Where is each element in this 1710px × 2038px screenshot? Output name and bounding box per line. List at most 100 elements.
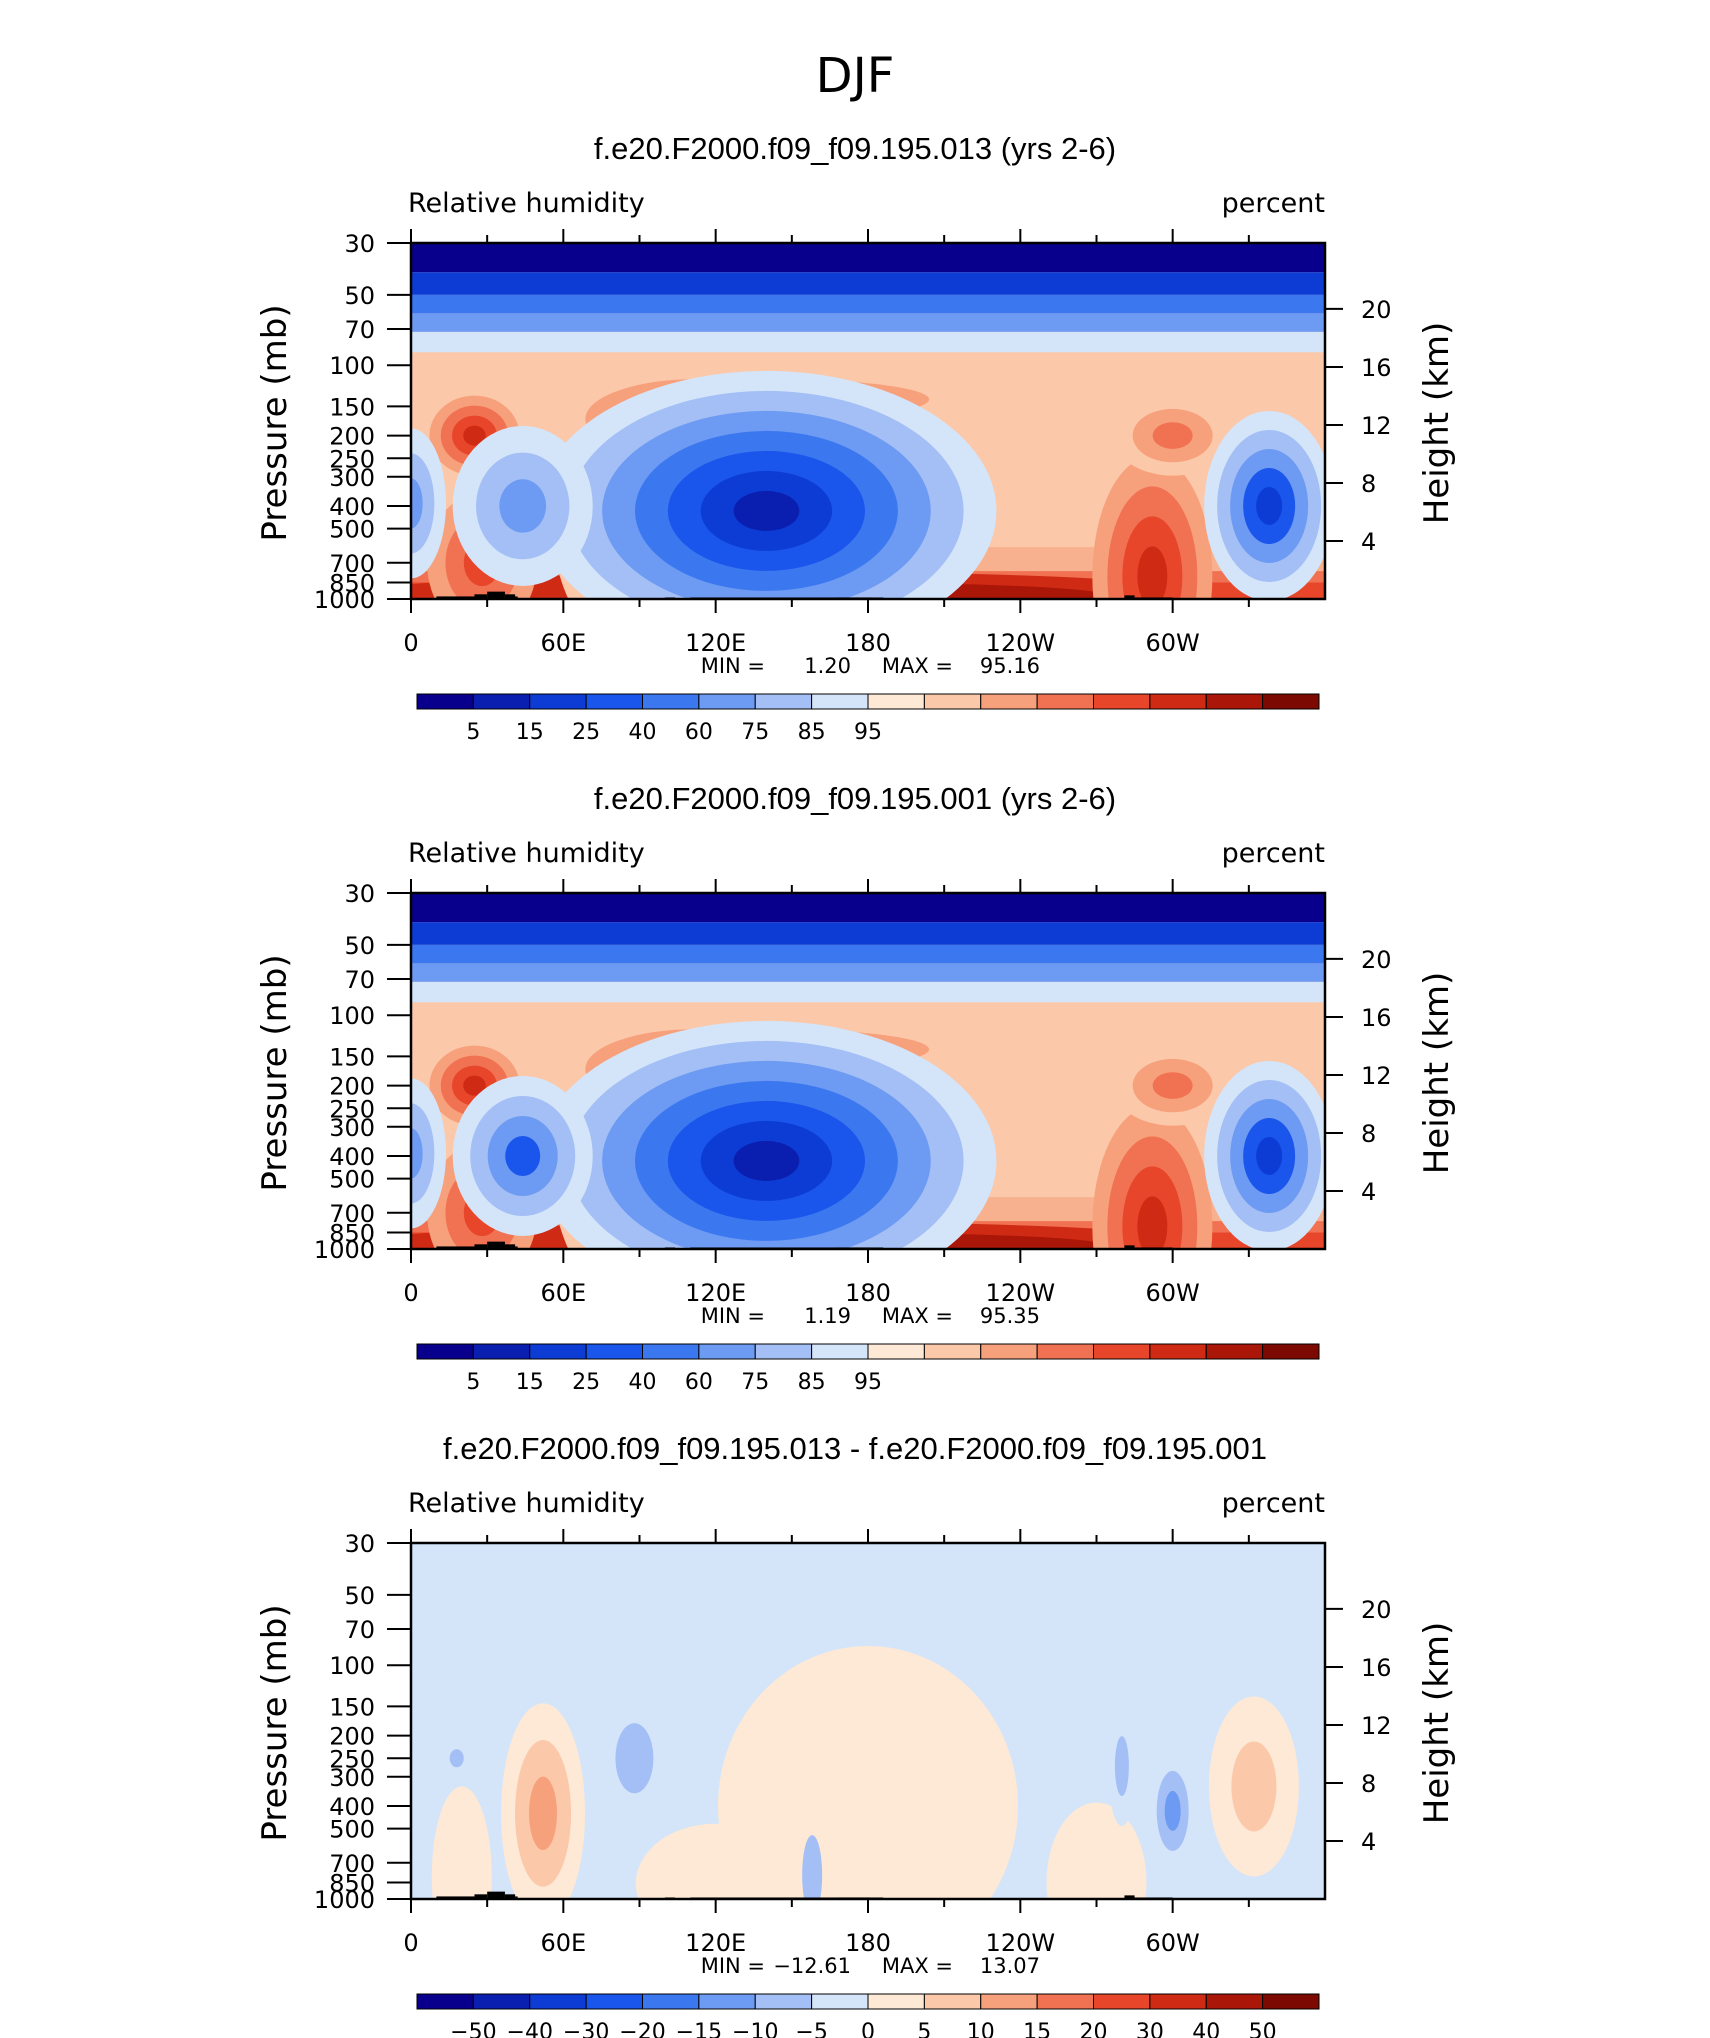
field-contour [431,1786,492,1899]
y2-axis-label: Height (km) [1417,322,1457,525]
field-contour [449,1749,464,1768]
units-label: percent [1222,1488,1325,1519]
y-tick-label: 70 [344,1616,375,1644]
colorbar-swatch [980,693,1038,710]
contour-field [411,893,1325,1249]
y-tick-label: 150 [329,1043,375,1071]
colorbar-swatch [416,693,474,710]
y-tick-label: 200 [329,1073,375,1101]
field-band [411,294,1325,314]
colorbar-label: 40 [1192,2020,1220,2038]
colorbar-label: −20 [619,2020,665,2038]
field-band [411,243,1325,273]
colorbar-swatch [472,1993,531,2010]
colorbar-label: 10 [967,2020,995,2038]
field-contour [1152,1072,1193,1099]
colorbar-swatch [1093,1993,1151,2010]
contour-field [411,1543,1325,1899]
field-contour [1256,1136,1283,1175]
stats-min-value: 1.20 [804,654,851,678]
y-tick-label: 30 [344,880,375,908]
field-band [411,963,1325,982]
variable-label: Relative humidity [408,838,645,869]
colorbar-label: 15 [516,720,544,745]
colorbar-label: 5 [917,2020,931,2038]
topography [487,591,505,599]
colorbar-label: 40 [629,720,657,745]
x-tick-label: 120E [685,1929,746,1957]
colorbar-swatch [529,693,587,710]
panel-2: 0 60E 120E 180 120W 60W3050701001502002503004… [255,781,1457,1395]
field-contour [733,1140,800,1181]
y2-tick-label: 16 [1361,1654,1392,1682]
x-tick-label: 60W [1146,1929,1200,1957]
y2-tick-label: 8 [1361,470,1376,498]
field-contour [1137,546,1168,599]
colorbar-swatch [980,1993,1038,2010]
topography [515,596,518,599]
colorbar-swatch [642,1343,700,1360]
y2-axis-label: Height (km) [1417,1622,1457,1825]
field-contour [718,1646,1018,1899]
stats-max-label: MAX = [882,654,953,678]
colorbar-swatch [698,1343,756,1360]
field-contour [411,478,423,529]
field-contour [1164,1790,1181,1831]
field-contour [411,1128,423,1179]
topography [504,594,516,599]
x-tick-label: 60W [1146,1279,1200,1307]
y-axis-label: Pressure (mb) [255,954,295,1191]
x-tick-label: 0 [403,1279,418,1307]
colorbar-swatch [472,693,531,710]
variable-label: Relative humidity [408,188,645,219]
field-band [411,893,1325,923]
x-tick-label: 120E [685,629,746,657]
colorbar-swatch [1262,693,1320,710]
colorbar-swatch [1262,1343,1320,1360]
stats-max-value: 95.16 [980,654,1040,678]
y2-tick-label: 4 [1361,528,1376,556]
y-tick-label: 50 [344,1582,375,1610]
topography [474,1894,488,1899]
y2-tick-label: 12 [1361,1062,1392,1090]
y-tick-label: 50 [344,282,375,310]
x-tick-label: 0 [403,629,418,657]
stats-min-value: −12.61 [773,1954,851,1978]
colorbar-label: 95 [854,1370,882,1395]
colorbar-label: 85 [798,1370,826,1395]
panel-1: 0 60E 120E 180 120W 60W3050701001502002503004… [255,131,1457,745]
field-contour [1114,1736,1129,1797]
y-tick-label: 250 [329,1745,375,1773]
field-contour [615,1723,654,1794]
x-tick-label: 60E [540,1929,586,1957]
colorbar-label: 75 [741,1370,769,1395]
y-tick-label: 100 [329,352,375,380]
field-contour [635,1823,796,1899]
colorbar-swatch [1149,693,1207,710]
colorbar-label: −5 [795,2020,827,2038]
field-contour [463,1075,486,1096]
y2-tick-label: 16 [1361,354,1392,382]
topography [474,594,488,599]
x-tick-label: 180 [845,629,891,657]
colorbar-swatch [1093,1343,1151,1360]
x-tick-label: 60E [540,629,586,657]
x-tick-label: 180 [845,1279,891,1307]
topography [436,1896,475,1899]
y-tick-label: 100 [329,1652,375,1680]
y-tick-label: 1000 [314,586,375,614]
y-tick-label: 250 [329,1095,375,1123]
colorbar-label: 75 [741,720,769,745]
stats-min-label: MIN = [701,1954,765,1978]
colorbar-swatch [698,693,756,710]
field-contour [529,1776,558,1850]
colorbar-label: 60 [685,1370,713,1395]
y-tick-label: 400 [329,1143,375,1171]
colorbar-swatch [642,693,700,710]
colorbar-label: −30 [563,2020,609,2038]
y-tick-label: 150 [329,1693,375,1721]
colorbar-swatch [1149,1993,1207,2010]
colorbar-label: −40 [507,2020,553,2038]
colorbar-label: −50 [450,2020,496,2038]
